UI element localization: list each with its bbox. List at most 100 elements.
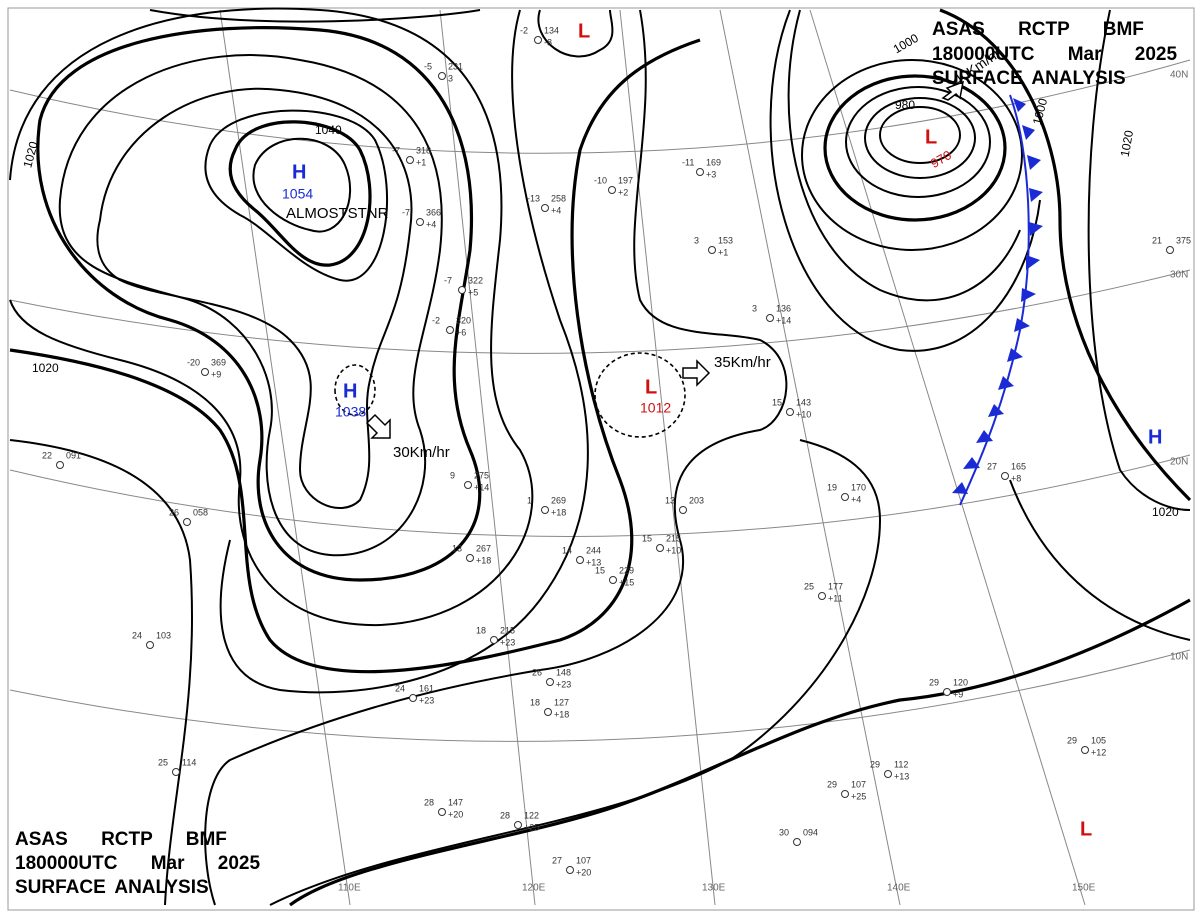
station-circle [446, 326, 454, 334]
station-pressure: 169 [706, 157, 721, 167]
station-tendency: +23 [500, 637, 515, 647]
station-pressure: 229 [619, 565, 634, 575]
station-temp: 29 [870, 759, 880, 769]
station-pressure: 148 [556, 667, 571, 677]
header-line: SURFACE ANALYSIS [15, 877, 209, 898]
station-pressure: 320 [456, 315, 471, 325]
isobar [9, 439, 194, 906]
station-circle [841, 790, 849, 798]
station-temp: -2 [520, 25, 528, 35]
station-plot: 29 105 +12 [1067, 735, 1106, 757]
station-circle [201, 368, 209, 376]
isobar [149, 9, 481, 23]
motion-arrow [682, 359, 711, 387]
isobar [537, 9, 614, 58]
station-pressure: 269 [551, 495, 566, 505]
frame [7, 7, 1195, 911]
isobars [9, 7, 1192, 907]
isobar [58, 54, 443, 557]
latitude-label: 40N [1170, 70, 1188, 81]
station-temp: 9 [450, 470, 455, 480]
system-note: ALMOST STNR [286, 205, 389, 222]
station-circle [146, 641, 154, 649]
meridian [809, 9, 1086, 906]
station-plot: 27 165 +8 [987, 461, 1026, 483]
isobar-label: 1020 [1118, 129, 1136, 158]
station-plot: 13 267 +18 [452, 543, 491, 565]
station-temp: 24 [132, 630, 142, 640]
station-tendency: +10 [666, 545, 681, 555]
isobar [939, 8, 1192, 502]
station-plot: 29 112 +13 [870, 759, 909, 781]
station-temp: 28 [424, 797, 434, 807]
isobar-dashed [594, 352, 686, 438]
station-temp: 27 [987, 461, 997, 471]
station-pressure: 058 [193, 507, 208, 517]
station-temp: 27 [552, 855, 562, 865]
station-circle [466, 554, 474, 562]
motion-label: 35Km/hr [714, 354, 771, 371]
station-temp: 13 [452, 543, 462, 553]
station-tendency: -8 [544, 37, 552, 47]
station-temp: 14 [562, 545, 572, 555]
station-temp: 19 [827, 482, 837, 492]
isobar [879, 106, 961, 164]
station-pressure: 375 [1176, 235, 1191, 245]
station-circle [514, 821, 522, 829]
station-plot: 19 170 +4 [827, 482, 866, 504]
station-tendency: +2 [618, 187, 628, 197]
station-plot: 29 107 +25 [827, 779, 866, 801]
station-circle [544, 708, 552, 716]
station-circle [608, 186, 616, 194]
station-circle [1081, 746, 1089, 754]
station-plot: 25 114 [158, 757, 196, 776]
station-plot: 25 177 +11 [804, 581, 843, 603]
station-pressure: 170 [851, 482, 866, 492]
station-tendency: +18 [551, 507, 566, 517]
station-circle [696, 168, 704, 176]
isobar [269, 439, 882, 906]
station-tendency: +10 [796, 409, 811, 419]
station-circle [708, 246, 716, 254]
motion-arrow [941, 80, 964, 101]
station-plot: -2 134 -8 [520, 25, 559, 47]
isobar-label: 980 [895, 98, 915, 112]
station-tendency: +14 [776, 315, 791, 325]
station-circle [793, 838, 801, 846]
station-pressure: 091 [66, 450, 81, 460]
station-plot: -7 318 +1 [392, 145, 431, 167]
meridian [439, 9, 536, 906]
station-temp: 25 [158, 757, 168, 767]
station-pressure: 215 [666, 533, 681, 543]
station-plot: 1 269 +18 [527, 495, 566, 517]
motion-label: 30Km/hr [393, 444, 450, 461]
isobar [289, 598, 1191, 907]
station-temp: 21 [1152, 235, 1162, 245]
isobar [823, 74, 1007, 222]
station-pressure: 114 [182, 757, 196, 767]
latitude-label: 30N [1170, 270, 1188, 281]
station-plot: 15 215 +10 [642, 533, 681, 555]
station-pressure: 197 [618, 175, 633, 185]
station-pressure: 120 [953, 677, 968, 687]
station-plot: -2 320 +6 [432, 315, 471, 337]
station-temp: 24 [395, 683, 405, 693]
station-circle [541, 204, 549, 212]
meridian [719, 9, 901, 906]
station-tendency: +14 [474, 482, 489, 492]
station-pressure: 127 [554, 697, 569, 707]
station-temp: -7 [392, 145, 400, 155]
station-temp: 15 [772, 397, 782, 407]
station-temp: 13 [665, 495, 675, 505]
station-temp: 28 [500, 810, 510, 820]
station-temp: 15 [595, 565, 605, 575]
station-pressure: 318 [416, 145, 431, 155]
station-pressure: 147 [448, 797, 463, 807]
high-symbol: H [1148, 426, 1162, 448]
station-tendency: +9 [211, 369, 221, 379]
pressure-value: 1054 [282, 186, 313, 202]
station-tendency: +18 [476, 555, 491, 565]
station-circle [943, 688, 951, 696]
station-pressure: 177 [828, 581, 843, 591]
